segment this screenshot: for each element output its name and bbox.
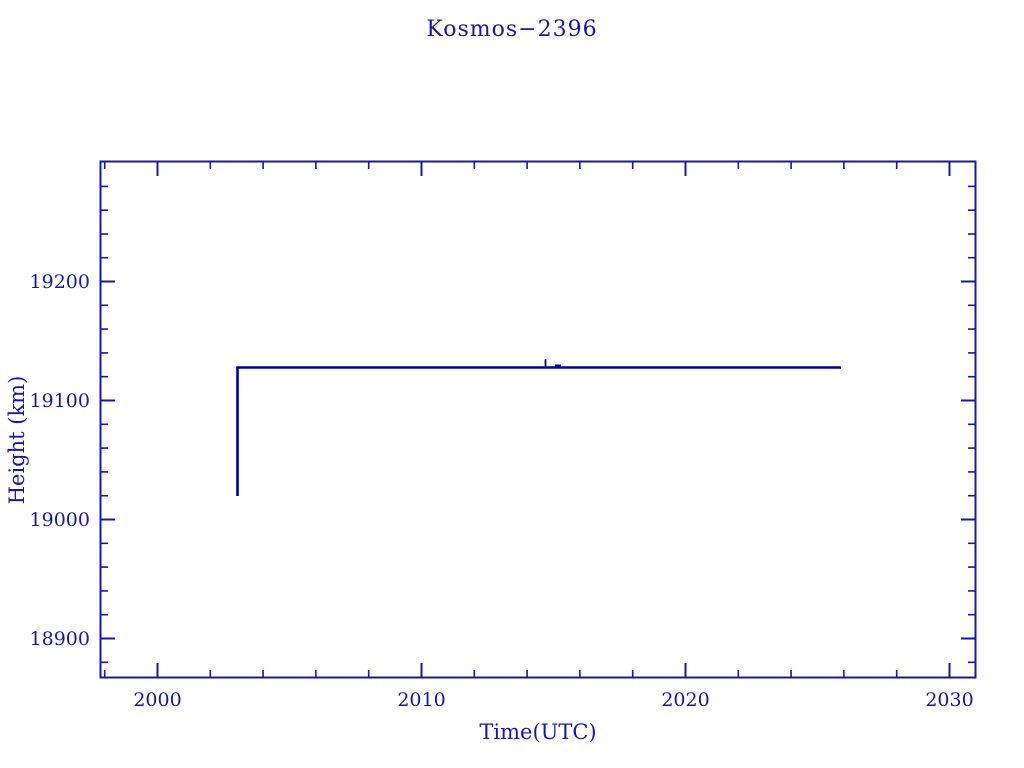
x-minor-ticks <box>103 162 898 677</box>
x-tick-label-2000: 2000 <box>133 689 181 711</box>
x-major-ticks <box>156 162 951 677</box>
y-tick-label-19100: 19100 <box>30 390 90 412</box>
plot-frame <box>99 160 977 679</box>
x-tick-label-2010: 2010 <box>397 689 445 711</box>
chart-title: Kosmos−2396 <box>426 17 598 42</box>
y-axis-title: Height (km) <box>5 376 29 505</box>
y-tick-label-19000: 19000 <box>30 509 90 531</box>
y-major-ticks <box>101 280 975 640</box>
x-tick-label-2030: 2030 <box>925 689 973 711</box>
x-tick-label-2020: 2020 <box>661 689 709 711</box>
y-tick-label-18900: 18900 <box>30 628 90 650</box>
y-tick-label-19200: 19200 <box>30 271 90 293</box>
height-marker-dot-2015 <box>555 364 561 368</box>
x-axis-title: Time(UTC) <box>479 720 596 744</box>
data-series-height <box>236 359 841 496</box>
y-minor-ticks <box>101 185 975 664</box>
height-line <box>236 366 841 496</box>
